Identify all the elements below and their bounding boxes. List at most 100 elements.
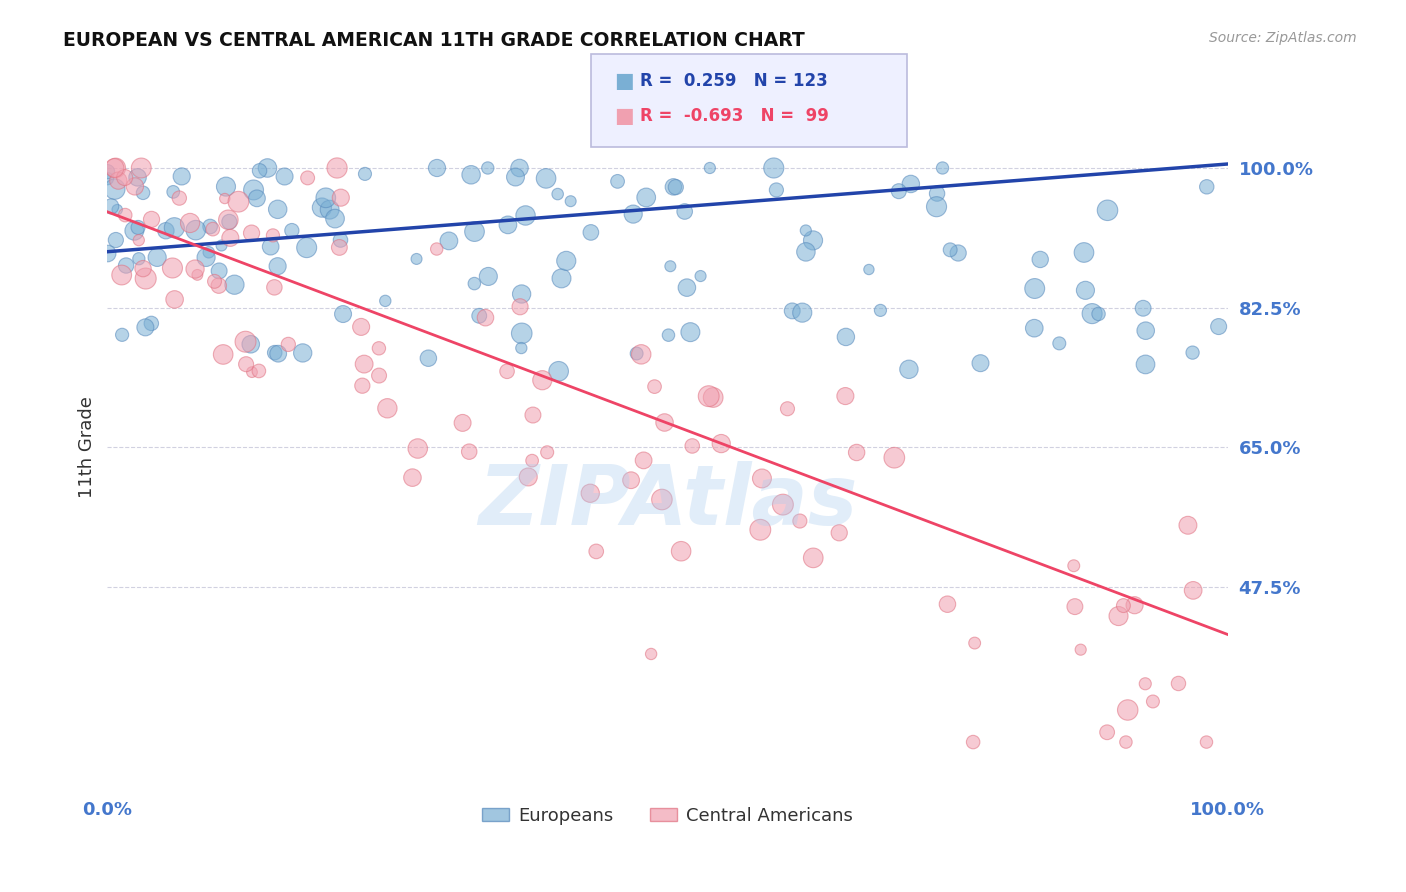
Point	[217, 212, 239, 227]
Point	[163, 293, 186, 307]
Point	[297, 170, 319, 185]
Point	[267, 202, 290, 217]
Point	[560, 194, 582, 209]
Point	[132, 186, 155, 200]
Point	[437, 234, 460, 248]
Point	[146, 251, 169, 265]
Point	[776, 401, 799, 416]
Point	[132, 261, 155, 276]
Point	[845, 445, 868, 459]
Point	[367, 341, 389, 355]
Point	[260, 240, 283, 254]
Point	[801, 550, 824, 565]
Point	[107, 173, 129, 187]
Point	[1063, 558, 1085, 573]
Point	[273, 169, 295, 184]
Point	[127, 170, 149, 185]
Point	[208, 264, 231, 278]
Point	[127, 220, 149, 235]
Point	[163, 220, 186, 235]
Point	[295, 241, 318, 255]
Point	[277, 337, 299, 351]
Point	[246, 191, 269, 205]
Point	[326, 161, 349, 175]
Point	[681, 439, 703, 453]
Point	[1132, 301, 1154, 316]
Point	[1070, 642, 1092, 657]
Point	[828, 525, 851, 540]
Point	[97, 164, 120, 178]
Point	[1116, 703, 1139, 717]
Point	[900, 177, 922, 191]
Point	[311, 201, 333, 215]
Point	[522, 408, 544, 422]
Point	[1087, 307, 1109, 321]
Point	[134, 320, 156, 334]
Point	[208, 278, 231, 293]
Point	[496, 218, 519, 232]
Point	[281, 223, 304, 237]
Point	[699, 161, 721, 175]
Point	[374, 293, 396, 308]
Point	[659, 259, 682, 273]
Y-axis label: 11th Grade: 11th Grade	[79, 396, 96, 498]
Point	[620, 473, 643, 487]
Point	[794, 223, 817, 237]
Point	[451, 416, 474, 430]
Point	[579, 226, 602, 240]
Point	[463, 277, 485, 291]
Point	[354, 167, 377, 181]
Point	[332, 307, 354, 321]
Point	[662, 180, 685, 194]
Point	[1024, 321, 1046, 335]
Point	[235, 334, 257, 349]
Point	[406, 442, 429, 456]
Point	[249, 163, 271, 178]
Point	[651, 492, 673, 507]
Point	[679, 325, 702, 339]
Point	[536, 445, 558, 459]
Point	[170, 169, 193, 184]
Point	[128, 233, 150, 247]
Point	[1081, 307, 1104, 321]
Point	[214, 192, 236, 206]
Point	[323, 211, 346, 226]
Point	[135, 271, 157, 285]
Point	[291, 346, 314, 360]
Point	[186, 268, 208, 282]
Point	[665, 180, 688, 194]
Point	[219, 231, 242, 245]
Point	[1135, 677, 1157, 691]
Point	[162, 260, 184, 275]
Point	[858, 262, 880, 277]
Point	[496, 364, 519, 378]
Point	[418, 351, 440, 366]
Point	[155, 224, 177, 238]
Point	[531, 373, 554, 387]
Point	[925, 200, 948, 214]
Point	[368, 368, 391, 383]
Point	[946, 246, 969, 260]
Point	[585, 544, 607, 558]
Point	[510, 341, 533, 355]
Point	[626, 346, 648, 360]
Point	[710, 436, 733, 450]
Text: ■: ■	[614, 106, 634, 126]
Point	[141, 317, 163, 331]
Point	[505, 169, 527, 184]
Point	[509, 300, 531, 314]
Point	[328, 240, 350, 254]
Point	[463, 225, 485, 239]
Point	[792, 305, 814, 319]
Point	[124, 224, 146, 238]
Point	[630, 347, 652, 361]
Point	[1195, 179, 1218, 194]
Point	[897, 362, 920, 376]
Point	[350, 319, 373, 334]
Point	[1064, 599, 1087, 614]
Point	[689, 268, 711, 283]
Point	[579, 486, 602, 500]
Point	[1097, 203, 1119, 218]
Point	[100, 199, 122, 213]
Point	[772, 498, 794, 512]
